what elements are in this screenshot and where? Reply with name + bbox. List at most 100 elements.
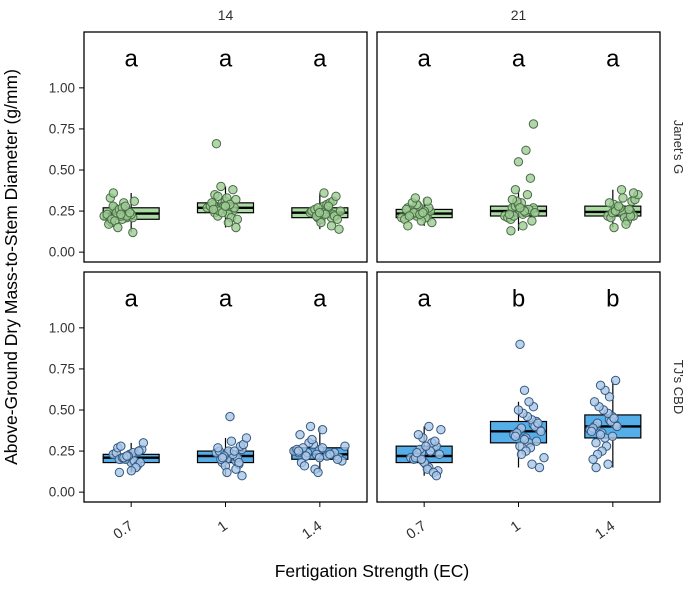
y-axis-title: Above-Ground Dry Mass-to-Stem Diameter (… xyxy=(1,69,21,465)
jitter-point xyxy=(234,457,244,468)
jitter-point xyxy=(229,446,240,456)
jitter-point xyxy=(114,467,125,478)
significance-letter: a xyxy=(417,45,431,72)
jitter-point xyxy=(317,425,328,435)
jitter-point xyxy=(515,339,525,349)
jitter-point xyxy=(607,431,618,441)
significance-letter: a xyxy=(606,45,620,72)
jitter-point xyxy=(624,204,634,215)
jitter-point xyxy=(612,421,622,432)
y-tick-label: 0.75 xyxy=(49,361,75,376)
jitter-point xyxy=(404,211,415,221)
facet-col-label: 21 xyxy=(511,7,527,23)
jitter-point xyxy=(427,217,437,228)
facet-row-label: TJ's CBD xyxy=(671,360,686,414)
facet-col-label: 14 xyxy=(218,7,234,23)
jitter-point xyxy=(213,191,223,201)
jitter-point xyxy=(513,157,524,167)
jitter-point xyxy=(610,375,621,386)
jitter-point xyxy=(403,221,413,231)
jitter-point xyxy=(128,227,138,238)
jitter-point xyxy=(616,185,627,195)
jitter-point xyxy=(524,397,534,407)
jitter-point xyxy=(436,425,446,435)
jitter-point xyxy=(317,443,328,453)
x-tick-label: 0.7 xyxy=(111,518,137,543)
jitter-point xyxy=(332,454,343,464)
jitter-point xyxy=(416,454,427,464)
jitter-point xyxy=(530,208,540,218)
significance-letter: a xyxy=(219,285,233,312)
x-axis-title: Fertigation Strength (EC) xyxy=(275,561,470,581)
jitter-point xyxy=(595,429,606,440)
jitter-point xyxy=(217,452,228,463)
jitter-point xyxy=(434,449,445,460)
jitter-point xyxy=(588,454,598,464)
jitter-point xyxy=(595,380,606,391)
x-tick-label: 1 xyxy=(508,518,524,536)
jitter-point xyxy=(522,189,533,200)
jitter-point xyxy=(334,224,344,234)
jitter-point xyxy=(603,459,613,469)
jitter-point xyxy=(113,222,123,233)
x-tick-label: 0.7 xyxy=(404,518,430,543)
facet-row-label: Janet's G xyxy=(671,120,686,175)
significance-letter: a xyxy=(219,45,233,72)
jitter-point xyxy=(613,201,624,211)
jitter-point xyxy=(108,188,119,198)
panel-border xyxy=(376,31,661,263)
jitter-point xyxy=(116,209,126,220)
jitter-point xyxy=(293,446,304,456)
jitter-point xyxy=(531,436,542,446)
jitter-point xyxy=(604,392,615,402)
jitter-point xyxy=(534,462,545,473)
y-tick-label: 1.00 xyxy=(49,320,75,335)
jitter-point xyxy=(516,449,527,460)
jitter-point xyxy=(504,209,515,220)
jitter-point xyxy=(604,198,615,208)
jitter-point xyxy=(295,429,305,440)
jitter-point xyxy=(223,217,234,228)
jitter-point xyxy=(422,196,433,206)
jitter-point xyxy=(431,471,442,481)
jitter-point xyxy=(301,451,311,461)
jitter-point xyxy=(323,201,334,211)
jitter-point xyxy=(116,441,126,451)
jitter-point xyxy=(138,438,149,448)
jitter-point xyxy=(316,217,326,228)
jitter-point xyxy=(122,451,132,461)
jitter-point xyxy=(539,452,549,463)
jitter-point xyxy=(222,467,232,478)
jitter-point xyxy=(319,188,329,198)
jitter-point xyxy=(506,226,516,236)
jitter-point xyxy=(216,181,226,192)
jitter-point xyxy=(120,201,131,211)
jitter-point xyxy=(510,431,521,441)
jitter-point xyxy=(314,452,325,463)
jitter-point xyxy=(621,219,631,229)
y-tick-label: 0.75 xyxy=(49,121,75,136)
jitter-point xyxy=(226,436,237,446)
jitter-point xyxy=(589,397,600,407)
jitter-point xyxy=(208,204,219,215)
jitter-point xyxy=(518,221,528,231)
jitter-point xyxy=(418,208,428,218)
jitter-point xyxy=(421,441,431,451)
significance-letter: a xyxy=(512,45,526,72)
jitter-point xyxy=(299,461,310,471)
jitter-point xyxy=(519,434,530,445)
jitter-point xyxy=(134,446,144,456)
jitter-point xyxy=(129,196,139,206)
jitter-point xyxy=(241,433,252,443)
jitter-point xyxy=(331,191,341,201)
jitter-point xyxy=(628,188,639,198)
jitter-point xyxy=(413,429,424,440)
significance-letter: a xyxy=(313,285,327,312)
jitter-point xyxy=(126,466,137,476)
significance-letter: b xyxy=(512,285,525,312)
jitter-point xyxy=(513,405,524,415)
jitter-point xyxy=(536,426,546,437)
significance-letter: a xyxy=(124,45,138,72)
jitter-point xyxy=(305,421,316,432)
jitter-point xyxy=(313,467,323,478)
